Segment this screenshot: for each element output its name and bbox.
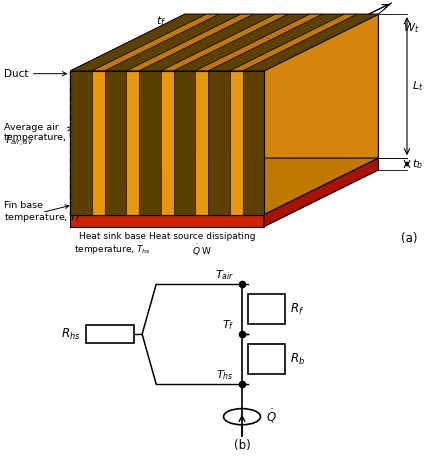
Text: Fin base
temperature, $T_f$: Fin base temperature, $T_f$: [4, 201, 81, 224]
Polygon shape: [126, 71, 139, 215]
Polygon shape: [139, 14, 275, 71]
Text: (a): (a): [401, 232, 418, 245]
Polygon shape: [70, 215, 264, 227]
Text: $L_t$: $L_t$: [412, 79, 424, 93]
Text: $T_{hs}$: $T_{hs}$: [216, 368, 234, 382]
Polygon shape: [195, 14, 323, 71]
FancyBboxPatch shape: [247, 294, 285, 324]
Text: $t_f$: $t_f$: [156, 14, 166, 28]
Polygon shape: [70, 71, 264, 215]
Polygon shape: [264, 14, 378, 215]
Polygon shape: [139, 71, 161, 215]
Text: $R_f$: $R_f$: [290, 302, 304, 317]
Text: Heat sink base
temperature, $T_{hs}$: Heat sink base temperature, $T_{hs}$: [74, 232, 151, 255]
Polygon shape: [208, 71, 230, 215]
Polygon shape: [70, 158, 378, 215]
Polygon shape: [105, 14, 241, 71]
Polygon shape: [92, 14, 219, 71]
Polygon shape: [105, 71, 126, 215]
FancyBboxPatch shape: [247, 344, 285, 374]
Polygon shape: [161, 71, 174, 215]
Text: $T_{air}$: $T_{air}$: [215, 268, 234, 282]
Text: Average air
temperature,: Average air temperature,: [4, 123, 72, 142]
Polygon shape: [161, 14, 288, 71]
Polygon shape: [230, 14, 357, 71]
Polygon shape: [92, 71, 105, 215]
Polygon shape: [70, 14, 378, 71]
Text: $T_{air,av}$: $T_{air,av}$: [4, 134, 33, 149]
Polygon shape: [70, 71, 92, 215]
Text: $T_f$: $T_f$: [222, 318, 234, 332]
Polygon shape: [264, 158, 378, 227]
Text: Heat source dissipating
$\dot{Q}$ W: Heat source dissipating $\dot{Q}$ W: [149, 232, 255, 258]
Polygon shape: [243, 14, 378, 71]
Text: (b): (b): [234, 439, 250, 452]
Text: $\dot{Q}$: $\dot{Q}$: [266, 408, 277, 425]
Text: $R_b$: $R_b$: [290, 351, 305, 367]
Polygon shape: [208, 14, 344, 71]
Polygon shape: [195, 71, 208, 215]
Text: $t_b$: $t_b$: [412, 157, 423, 171]
Polygon shape: [243, 71, 264, 215]
Polygon shape: [70, 14, 206, 71]
Polygon shape: [126, 14, 254, 71]
Polygon shape: [174, 71, 195, 215]
Text: $R_{hs}$: $R_{hs}$: [61, 327, 81, 342]
Polygon shape: [230, 71, 243, 215]
Polygon shape: [174, 14, 309, 71]
FancyBboxPatch shape: [86, 325, 134, 343]
Text: Duct: Duct: [4, 69, 66, 79]
Text: $W_t$: $W_t$: [403, 21, 419, 35]
